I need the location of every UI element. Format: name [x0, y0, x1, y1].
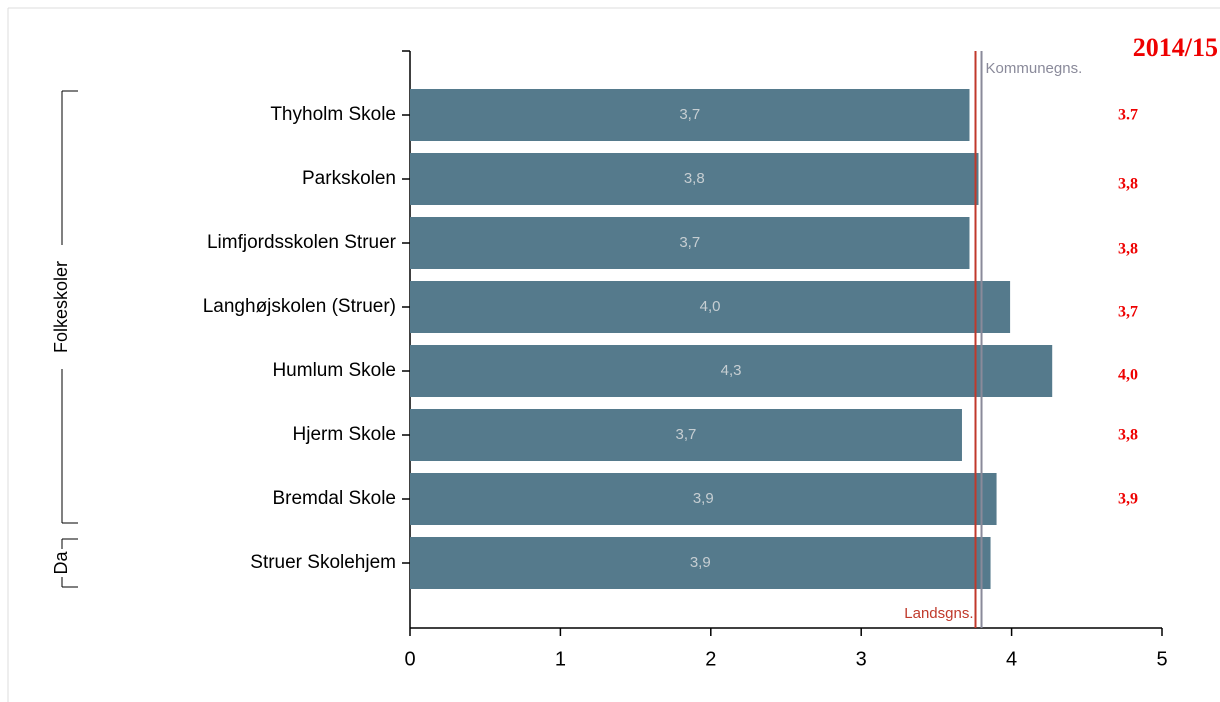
side-annotation: 3.7 — [1118, 107, 1138, 124]
x-tick-label: 3 — [856, 648, 867, 670]
chart-title: 2014/15 — [1133, 33, 1218, 62]
value-label: 3,9 — [693, 490, 714, 507]
side-annotation: 3,8 — [1118, 176, 1138, 193]
group-label: Da — [51, 551, 71, 575]
y-tick-label: Limfjordsskolen Struer — [207, 232, 397, 253]
x-tick-label: 1 — [555, 648, 566, 670]
x-tick-label: 0 — [404, 648, 415, 670]
value-label: 3,7 — [679, 234, 700, 251]
value-label: 3,7 — [676, 426, 697, 443]
bar — [410, 217, 970, 269]
x-tick-label: 4 — [1006, 648, 1017, 670]
group-label: Folkeskoler — [51, 261, 71, 353]
y-tick-label: Bremdal Skole — [272, 488, 396, 509]
y-tick-label: Humlum Skole — [272, 360, 396, 381]
value-label: 4,0 — [700, 298, 721, 315]
side-annotation: 3,7 — [1118, 304, 1138, 321]
bar — [410, 89, 970, 141]
y-tick-label: Thyholm Skole — [270, 104, 396, 125]
side-annotation: 3,8 — [1118, 427, 1138, 444]
y-tick-label: Langhøjskolen (Struer) — [203, 296, 396, 317]
reference-label: Kommunegns. — [986, 60, 1083, 77]
value-label: 3,9 — [690, 554, 711, 571]
bar — [410, 153, 979, 205]
side-annotation: 4,0 — [1118, 367, 1138, 384]
bar — [410, 345, 1053, 397]
bar — [410, 409, 962, 461]
value-label: 4,3 — [721, 362, 742, 379]
value-label: 3,7 — [679, 106, 700, 123]
y-tick-label: Hjerm Skole — [293, 424, 396, 445]
side-annotation: 3,9 — [1118, 491, 1138, 508]
y-tick-label: Parkskolen — [302, 168, 396, 189]
y-tick-label: Struer Skolehjem — [250, 552, 396, 573]
side-annotation: 3,8 — [1118, 241, 1138, 258]
bar — [410, 281, 1011, 333]
value-label: 3,8 — [684, 170, 705, 187]
bar — [410, 537, 991, 589]
bar — [410, 473, 997, 525]
x-tick-label: 2 — [705, 648, 716, 670]
reference-label: Landsgns. — [904, 605, 973, 622]
x-tick-label: 5 — [1156, 648, 1167, 670]
